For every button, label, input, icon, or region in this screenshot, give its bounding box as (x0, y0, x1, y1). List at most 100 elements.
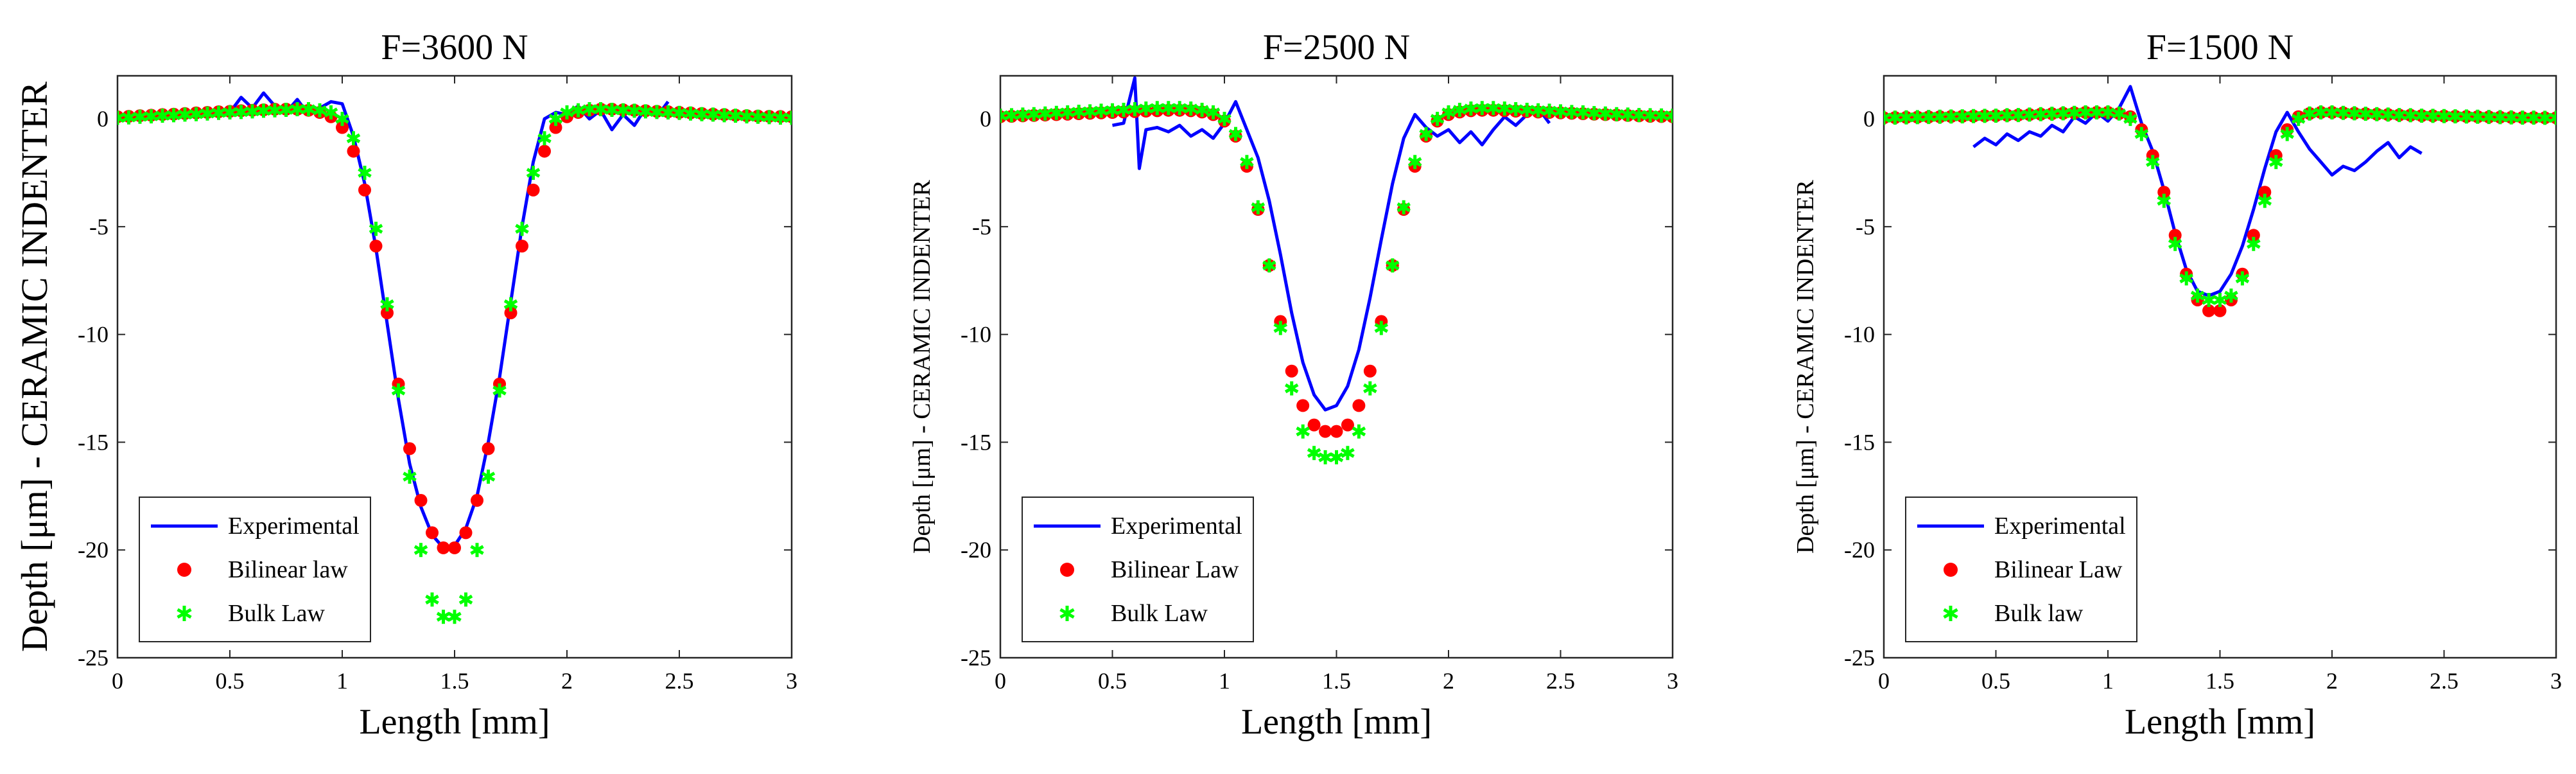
y-axis-label: Depth [μm] - CERAMIC INDENTER (909, 179, 936, 554)
y-tick-label: 0 (980, 106, 991, 132)
series-bulk-point (2370, 107, 2384, 121)
series-bulk-point (481, 470, 496, 484)
series-bulk-point (1385, 258, 1400, 273)
legend-swatch-dot (1944, 563, 1958, 577)
series-bilinear-point (381, 306, 394, 320)
series-bulk-point (2392, 108, 2406, 123)
series-bulk-point (1520, 103, 1534, 117)
series-bilinear-point (1330, 425, 1343, 438)
series-bulk-point (2403, 108, 2417, 123)
series-bilinear-point (2157, 186, 2171, 199)
series-bulk-point (728, 109, 743, 123)
series-bulk-point (1105, 103, 1120, 118)
series-bilinear-point (437, 541, 450, 554)
series-bulk-point (2347, 106, 2362, 121)
series-bulk-point (560, 105, 574, 119)
series-bilinear-point (471, 494, 483, 507)
series-bulk-point (155, 109, 170, 123)
series-bulk-point (1587, 106, 1601, 121)
series-bulk-point (2033, 107, 2048, 121)
series-bulk-point (2023, 107, 2037, 122)
series-bulk-point (1654, 108, 1669, 123)
series-bulk-point (1172, 101, 1187, 116)
series-bulk-point (1217, 112, 1231, 127)
series-bulk-point (2471, 109, 2485, 124)
series-bulk-point (2258, 193, 2272, 208)
series-bilinear-point (2168, 229, 2182, 242)
series-bulk-point (1621, 107, 1635, 122)
series-bulk-point (2482, 110, 2496, 125)
y-tick-label: -10 (1844, 322, 1875, 347)
series-bulk-point (2011, 108, 2026, 123)
series-bulk-point (2381, 107, 2396, 122)
legend-label: Experimental (1111, 513, 1242, 540)
x-tick-label: 2.5 (1546, 668, 1575, 694)
series-bulk-point (2112, 106, 2127, 121)
series-bulk-point (166, 108, 181, 123)
series-bulk-point (200, 106, 214, 121)
series-bulk-point (413, 543, 428, 558)
series-bulk-point (2224, 288, 2238, 303)
series-bilinear-point (336, 121, 349, 134)
series-bulk-point (436, 610, 451, 624)
series-bulk-point (2000, 108, 2014, 123)
series-bulk-point (2213, 293, 2227, 307)
series-bulk-point (2291, 112, 2306, 127)
y-tick-label: -5 (1856, 214, 1875, 240)
series-bulk-point (638, 104, 653, 119)
series-bulk-point (2202, 293, 2216, 307)
series-bulk-point (672, 105, 686, 120)
x-tick-label: 0 (112, 668, 123, 694)
chart-panel-3: 0 0.5 1 1.5 2 2.5 3 0 -5 -10 -15 -20 -25 F=1500 N Leng… (1792, 28, 2562, 742)
series-bilinear-point (482, 442, 495, 455)
y-tick-label: -10 (961, 322, 991, 347)
x-tick-label: 1.5 (1322, 668, 1351, 694)
series-bulk-point (448, 610, 462, 624)
series-bulk-point (1632, 108, 1646, 123)
series-bulk-point (2459, 109, 2474, 124)
legend-swatch-star (177, 606, 192, 621)
series-bulk-point (2268, 155, 2283, 170)
series-bulk-point (2414, 109, 2429, 123)
series-bulk-point (1341, 446, 1355, 461)
series-bulk-point (189, 107, 204, 121)
series-bulk-point (1542, 103, 1556, 118)
y-tick-label: -5 (972, 214, 991, 240)
y-axis-label: Depth [μm] - CERAMIC INDENTER (1792, 179, 1819, 554)
series-bulk-point (1978, 109, 1992, 123)
series-bulk-point (2537, 110, 2552, 125)
series-bulk-point (2078, 105, 2093, 119)
y-tick-label: -5 (89, 214, 109, 240)
series-bulk-point (1609, 107, 1624, 121)
series-bulk-point (1944, 109, 1958, 124)
series-bilinear-point (2258, 186, 2272, 199)
series-bulk-point (1576, 105, 1590, 119)
series-bulk-point (2426, 109, 2440, 123)
x-tick-label: 3 (2550, 668, 2562, 694)
legend-label: Bulk Law (1111, 600, 1208, 627)
series-bulk-point (1127, 102, 1142, 116)
x-tick-label: 1 (336, 668, 348, 694)
chart-title: F=2500 N (1263, 28, 1410, 67)
series-bulk-point (234, 105, 248, 119)
series-bilinear-point (448, 541, 461, 554)
series-bilinear-point (1285, 364, 1298, 378)
y-axis-label: Depth [μm] - CERAMIC INDENTER (13, 82, 55, 652)
series-bulk-point (2101, 105, 2115, 119)
legend-swatch-dot (1060, 563, 1074, 577)
series-bulk-point (1307, 446, 1321, 461)
series-bulk-point (2146, 155, 2160, 170)
series-bulk-point (458, 592, 473, 607)
series-bulk-point (1989, 109, 2003, 123)
series-bulk-point (256, 103, 271, 118)
series-bilinear-point (1307, 418, 1321, 432)
x-tick-label: 2.5 (665, 668, 694, 694)
series-bulk-point (627, 103, 641, 118)
series-bulk-point (2515, 110, 2530, 125)
series-bulk-point (279, 103, 293, 117)
series-bulk-point (616, 103, 631, 118)
series-bilinear-point (516, 240, 528, 253)
y-tick-label: -20 (961, 537, 991, 563)
series-bulk-point (1329, 450, 1344, 464)
series-bulk-point (1038, 106, 1052, 121)
